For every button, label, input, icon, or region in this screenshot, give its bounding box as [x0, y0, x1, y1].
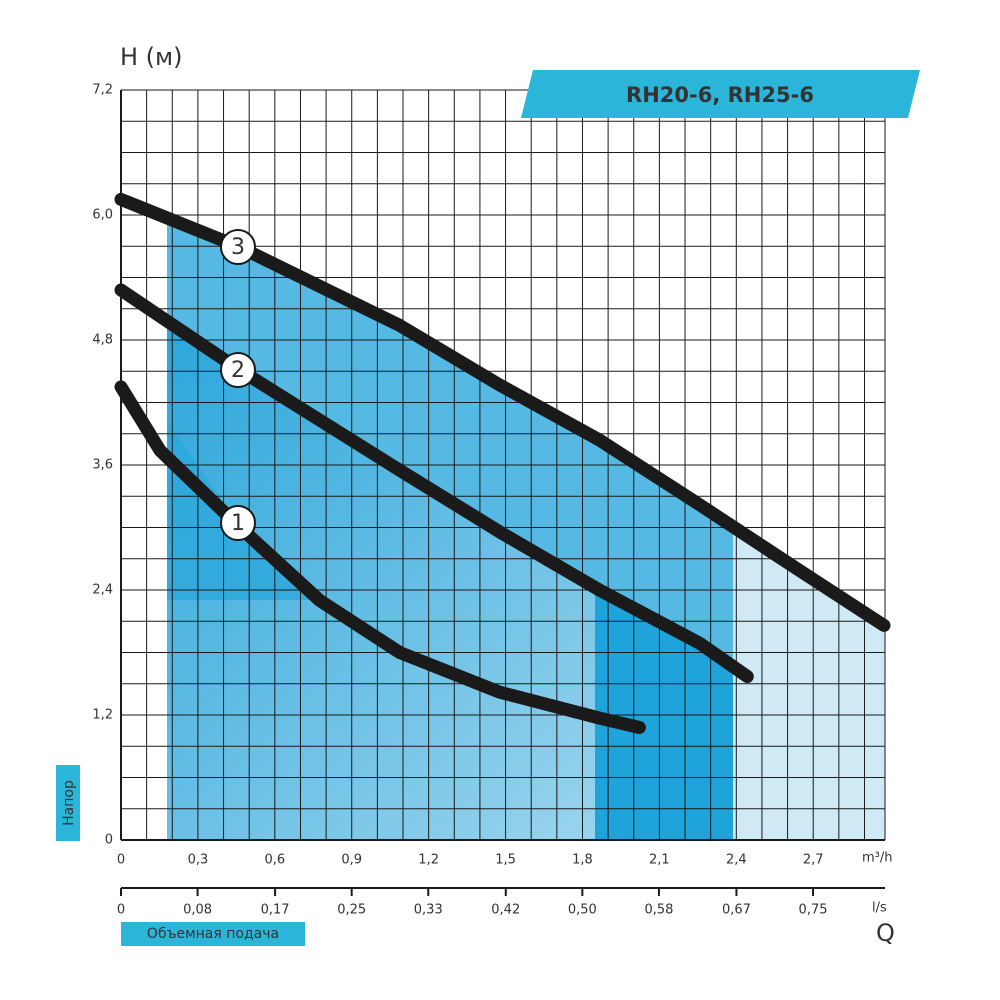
x2-tick-label: 0,58	[644, 903, 673, 918]
series-label: 2	[231, 358, 245, 383]
x-tick-label: 1,8	[572, 853, 593, 868]
x-tick-label: 2,1	[649, 853, 670, 868]
y-tick-label: 7,2	[92, 83, 113, 98]
y-caption: Напор	[61, 780, 77, 826]
x-tick-label: 2,7	[803, 853, 824, 868]
pump-curve	[114, 192, 891, 632]
y-label: H (м)	[120, 43, 183, 71]
x2-unit: l/s	[872, 901, 887, 916]
y-caption-box	[56, 765, 80, 841]
chart-title: RH20-6, RH25-6	[626, 83, 814, 107]
x-tick-label: 0,9	[341, 853, 362, 868]
y-tick-label: 0	[105, 833, 113, 848]
x-tick-label: 1,2	[418, 853, 439, 868]
badge	[220, 352, 256, 388]
x-tick-label: 2,4	[726, 853, 747, 868]
x2-tick-label: 0,25	[337, 903, 366, 918]
pump-curve	[114, 380, 646, 734]
series-label: 1	[231, 511, 245, 536]
x-unit: m³/h	[862, 851, 893, 866]
y-tick-label: 3,6	[92, 458, 113, 473]
y-tick-label: 2,4	[92, 583, 113, 598]
y-tick-label: 4,8	[92, 333, 113, 348]
x2-tick-label: 0	[117, 903, 125, 918]
x-tick-label: 0,3	[188, 853, 209, 868]
y-tick-label: 1,2	[92, 708, 113, 723]
x2-tick-label: 0,08	[183, 903, 212, 918]
x-tick-label: 0,6	[264, 853, 285, 868]
x-symbol: Q	[876, 919, 895, 947]
x2-tick-label: 0,50	[568, 903, 597, 918]
title-box	[521, 70, 920, 118]
badge	[220, 229, 256, 265]
x2-tick-label: 0,67	[722, 903, 751, 918]
zone-left	[167, 420, 320, 600]
x2-tick-label: 0,17	[261, 903, 290, 918]
x-caption-box	[121, 922, 305, 946]
x2-tick-label: 0,42	[491, 903, 520, 918]
x2-tick-label: 0,75	[799, 903, 828, 918]
grid	[120, 89, 886, 841]
series-label: 3	[231, 235, 245, 260]
x-caption: Объемная подача	[147, 926, 279, 942]
badge	[220, 505, 256, 541]
x-tick-label: 1,5	[495, 853, 516, 868]
x2-tick-label: 0,33	[414, 903, 443, 918]
x-tick-label: 0	[117, 853, 125, 868]
axes	[120, 90, 885, 889]
y-tick-label: 6,0	[92, 208, 113, 223]
curve-badges: 3 2 1	[220, 229, 256, 541]
